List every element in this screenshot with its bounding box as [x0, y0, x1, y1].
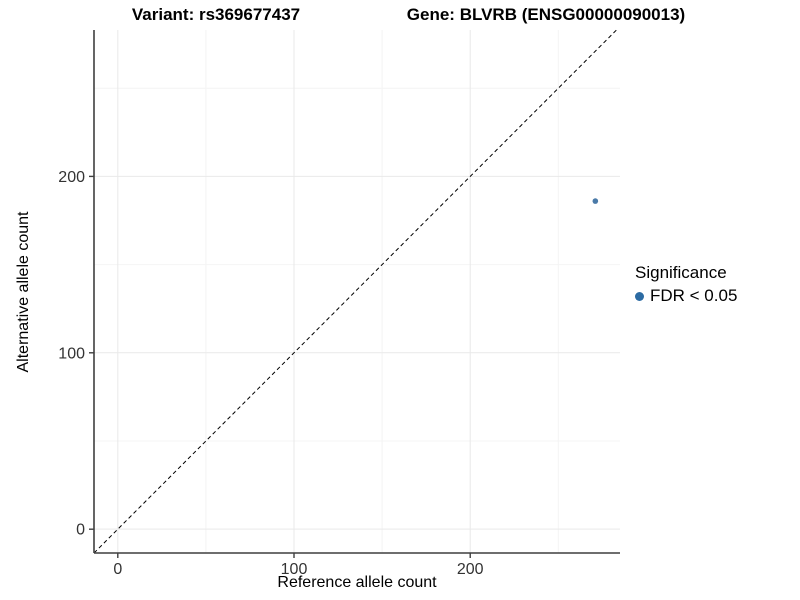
- y-tick-label: 200: [58, 169, 85, 186]
- x-tick-label: 200: [457, 561, 484, 578]
- plot-title-variant: Variant: rs369677437: [131, 5, 301, 24]
- plot-title-gene: Gene: BLVRB (ENSG00000090013): [406, 5, 686, 24]
- legend-point-icon: [635, 291, 644, 301]
- x-axis-title: Reference allele count: [277, 574, 437, 591]
- legend-title: Significance: [635, 263, 727, 282]
- y-axis-title: Alternative allele count: [15, 211, 32, 373]
- legend-entry: FDR < 0.05: [635, 286, 737, 306]
- identity-line: [93, 29, 617, 554]
- y-tick-label: 100: [58, 345, 85, 362]
- y-tick-label: 0: [76, 522, 85, 539]
- x-tick-label: 100: [281, 561, 308, 578]
- legend-entry-label: FDR < 0.05: [650, 286, 738, 305]
- data-point: [592, 198, 599, 204]
- legend: Significance FDR < 0.05: [635, 263, 737, 306]
- x-tick-label: 0: [113, 561, 122, 578]
